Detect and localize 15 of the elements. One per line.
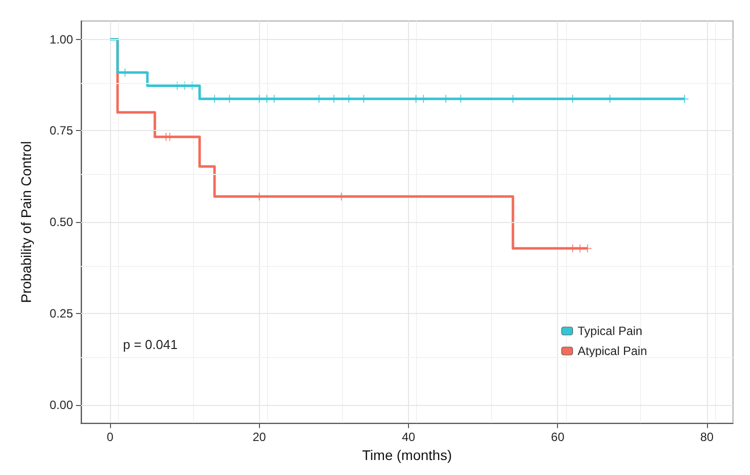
legend-label: Atypical Pain [578,344,648,358]
x-tick-label: 80 [700,430,714,444]
legend-label: Typical Pain [578,324,642,338]
y-tick-label: 0.50 [50,215,74,230]
y-tick-label: 1.00 [50,32,74,46]
x-axis-title: Time (months) [362,447,452,463]
x-tick-label: 20 [252,430,266,444]
y-axis-title: Probability of Pain Control [18,141,34,303]
annotation: p = 0.041 [123,337,178,352]
x-tick-label: 60 [551,430,565,444]
x-tick-label: 40 [402,430,416,444]
y-tick-label: 0.25 [50,306,74,320]
y-tick-label: 0.00 [50,398,74,412]
x-tick-label: 0 [106,430,114,444]
y-tick-label: 0.75 [50,124,74,138]
